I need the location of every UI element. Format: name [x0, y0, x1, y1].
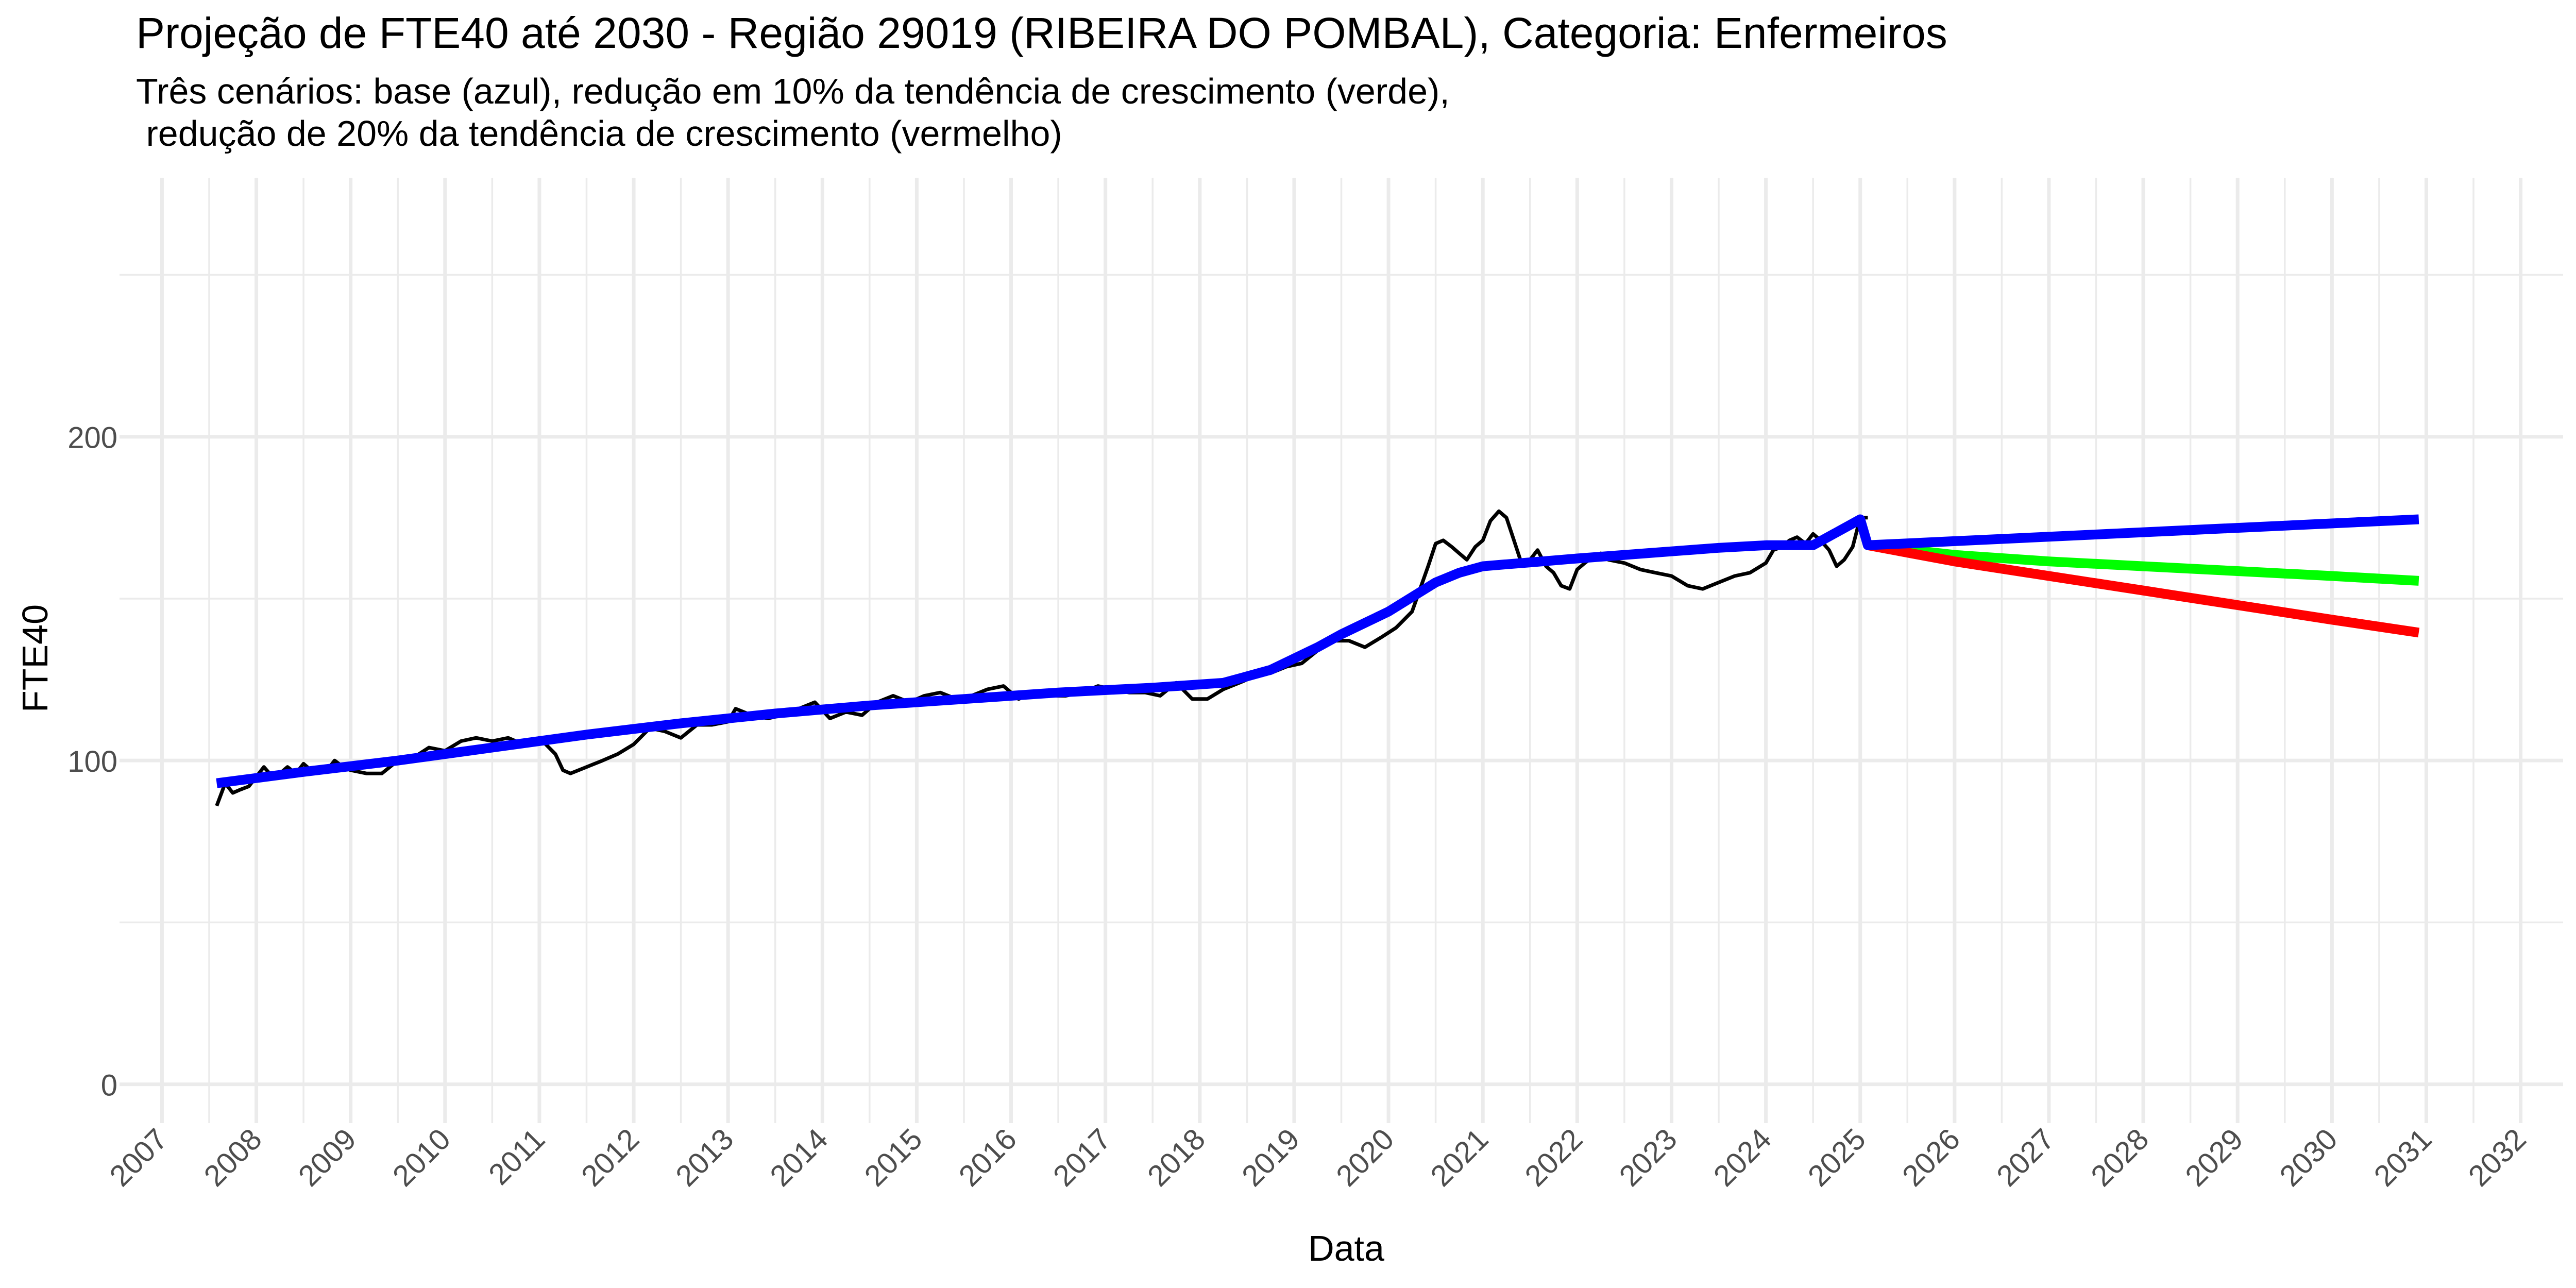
y-axis-label: FTE40 — [15, 604, 55, 713]
x-tick-label: 2021 — [1424, 1122, 1495, 1193]
x-tick-label: 2020 — [1330, 1122, 1400, 1193]
x-tick-label: 2016 — [953, 1122, 1023, 1193]
x-tick-label: 2017 — [1047, 1122, 1117, 1193]
x-tick-label: 2031 — [2367, 1122, 2438, 1193]
x-tick-label: 2026 — [1896, 1122, 1967, 1193]
x-tick-label: 2030 — [2273, 1122, 2344, 1193]
x-tick-label: 2029 — [2179, 1122, 2249, 1193]
x-tick-label: 2022 — [1518, 1122, 1589, 1193]
x-tick-label: 2014 — [764, 1122, 834, 1193]
x-tick-label: 2025 — [1802, 1122, 1872, 1193]
x-tick-label: 2013 — [669, 1122, 740, 1193]
y-tick-label: 200 — [67, 421, 117, 455]
reduction-20-scenario-line — [1867, 540, 2420, 638]
x-tick-label: 2007 — [103, 1122, 174, 1193]
x-tick-label: 2009 — [292, 1122, 363, 1193]
x-tick-label: 2032 — [2462, 1122, 2533, 1193]
x-tick-label: 2028 — [2084, 1122, 2155, 1193]
x-tick-label: 2008 — [198, 1122, 268, 1193]
x-tick-label: 2012 — [575, 1122, 646, 1193]
x-tick-label: 2018 — [1141, 1122, 1212, 1193]
chart-title: Projeção de FTE40 até 2030 - Região 2901… — [136, 9, 1947, 57]
y-tick-label: 0 — [101, 1069, 117, 1103]
x-tick-label: 2024 — [1707, 1122, 1778, 1193]
x-tick-label: 2023 — [1613, 1122, 1683, 1193]
x-tick-label: 2015 — [858, 1122, 928, 1193]
reduction-10-scenario-line — [1867, 540, 2419, 586]
x-tick-label: 2010 — [386, 1122, 457, 1193]
x-tick-label: 2019 — [1235, 1122, 1306, 1193]
x-tick-label: 2027 — [1990, 1122, 2061, 1193]
x-tick-label: 2011 — [482, 1122, 551, 1191]
x-axis-label: Data — [1308, 1228, 1384, 1268]
y-tick-label: 100 — [67, 745, 117, 778]
base-scenario-line — [216, 514, 2419, 788]
chart-subtitle: Três cenários: base (azul), redução em 1… — [136, 71, 1450, 154]
